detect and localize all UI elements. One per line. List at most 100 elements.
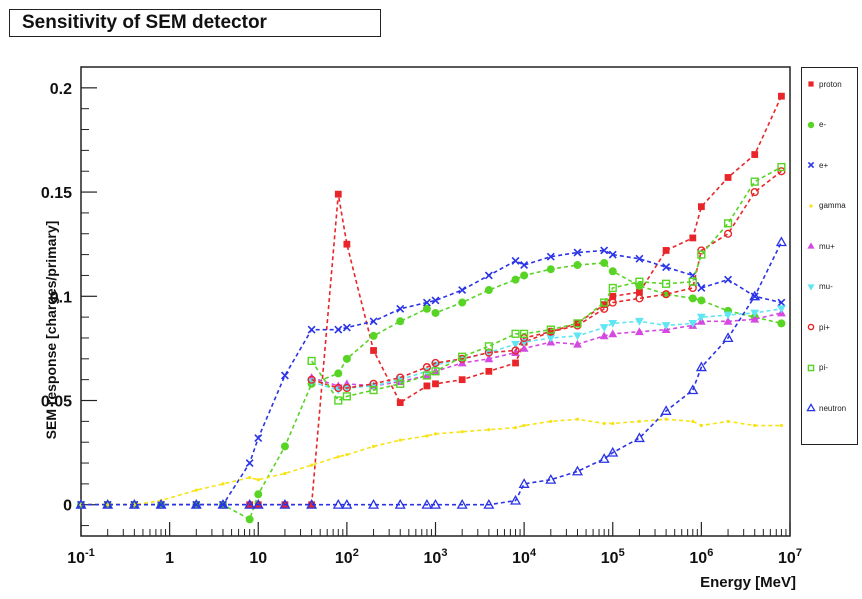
data-point-eminus: [431, 308, 440, 317]
series-line-muminus: [311, 308, 782, 391]
data-point-muplus: [750, 314, 760, 323]
data-point-proton: [662, 247, 670, 254]
data-point-proton: [308, 501, 316, 509]
series-gamma: [79, 417, 784, 507]
x-tick-label: 10: [249, 550, 267, 567]
data-point-piminus: [723, 219, 733, 228]
data-point-eminus: [600, 258, 609, 267]
data-point-piminus: [520, 329, 529, 338]
data-point-eplus: [307, 325, 316, 334]
data-point-eplus: [546, 252, 555, 261]
x-tick-label: 107: [778, 547, 802, 567]
data-point-muminus: [750, 309, 760, 318]
data-point-eminus: [635, 281, 644, 290]
data-point-eplus: [458, 286, 467, 295]
data-point-eplus: [422, 298, 431, 307]
data-point-eplus: [369, 317, 378, 326]
data-point-muplus: [608, 329, 618, 338]
data-point-neutron: [155, 499, 167, 509]
data-point-gamma: [336, 455, 340, 459]
legend-item-eplus: e+: [806, 158, 828, 172]
data-point-neutron: [217, 499, 229, 509]
legend: proton e-e+ gamma mu+ mu-pi+ pi-neutron: [801, 67, 858, 445]
data-point-muplus: [573, 339, 582, 348]
data-point-piminus: [396, 379, 405, 388]
x-tick-label: 105: [601, 547, 625, 567]
data-point-eplus: [334, 325, 343, 334]
data-point-neutron: [598, 453, 610, 463]
data-point-neutron: [545, 473, 557, 484]
data-point-neutron: [749, 290, 761, 301]
data-point-neutron: [483, 499, 495, 509]
data-point-proton: [485, 367, 493, 375]
data-point-gamma: [248, 476, 252, 480]
data-point-neutron: [695, 361, 707, 372]
data-point-neutron: [332, 499, 344, 509]
data-point-muplus: [599, 331, 609, 340]
data-point-neutron: [456, 499, 468, 509]
data-point-piplus: [307, 375, 316, 384]
data-point-muminus: [777, 305, 786, 314]
data-point-eplus: [245, 459, 254, 468]
data-point-piplus: [342, 383, 351, 393]
data-point-gamma: [371, 444, 376, 448]
data-point-neutron: [394, 499, 406, 509]
data-point-eplus: [520, 261, 529, 269]
data-point-muplus: [723, 316, 733, 325]
data-point-eplus: [724, 275, 733, 284]
legend-label: e+: [819, 160, 829, 170]
data-point-eminus: [573, 261, 582, 270]
series-line-eplus: [81, 249, 782, 506]
data-point-gamma: [611, 421, 615, 426]
data-point-piminus: [431, 367, 440, 376]
data-point-proton: [458, 376, 466, 384]
legend-marker-eplus: [807, 161, 815, 169]
data-point-neutron: [518, 478, 530, 488]
series-layer: [75, 92, 787, 524]
data-point-neutron: [252, 499, 264, 509]
data-point-neutron: [722, 332, 734, 343]
data-point-gamma: [433, 432, 438, 436]
data-point-piplus: [723, 229, 733, 238]
legend-label: pi-: [819, 363, 828, 372]
legend-label: gamma: [819, 201, 846, 210]
data-point-piplus: [431, 358, 440, 368]
data-point-eminus: [458, 298, 467, 307]
data-point-eminus: [280, 442, 289, 451]
legend-marker-proton: [808, 81, 814, 87]
data-point-eminus: [546, 265, 555, 274]
data-point-eplus: [484, 271, 493, 280]
data-point-muplus: [635, 327, 644, 336]
data-point-neutron: [190, 499, 202, 509]
data-point-eplus: [697, 283, 706, 292]
data-point-eminus: [342, 354, 351, 363]
data-point-gamma: [779, 423, 784, 428]
data-point-gamma: [398, 438, 402, 442]
data-point-proton: [432, 380, 439, 388]
data-point-neutron: [128, 499, 140, 509]
data-point-proton: [334, 190, 342, 198]
legend-item-gamma: gamma: [806, 199, 846, 213]
data-point-proton: [512, 359, 519, 367]
data-point-eplus: [342, 323, 351, 332]
series-line-piminus: [310, 166, 782, 402]
data-point-proton: [600, 301, 608, 309]
data-point-neutron: [421, 499, 433, 509]
data-point-gamma: [602, 421, 606, 426]
data-point-eplus: [431, 296, 440, 305]
data-point-proton: [636, 288, 643, 296]
data-point-piminus: [608, 283, 617, 293]
y-tick-label: 0.15: [41, 185, 72, 202]
legend-label: pi+: [819, 322, 830, 332]
data-point-eplus: [511, 256, 520, 265]
data-point-gamma: [256, 478, 260, 482]
data-point-neutron: [660, 405, 672, 415]
data-point-gamma: [106, 503, 110, 507]
legend-marker-piminus: [807, 364, 815, 371]
series-eminus: [77, 258, 786, 524]
data-point-gamma: [487, 428, 491, 432]
data-point-eplus: [608, 250, 617, 259]
data-point-muminus: [661, 322, 671, 330]
x-tick-label: 106: [689, 547, 713, 567]
